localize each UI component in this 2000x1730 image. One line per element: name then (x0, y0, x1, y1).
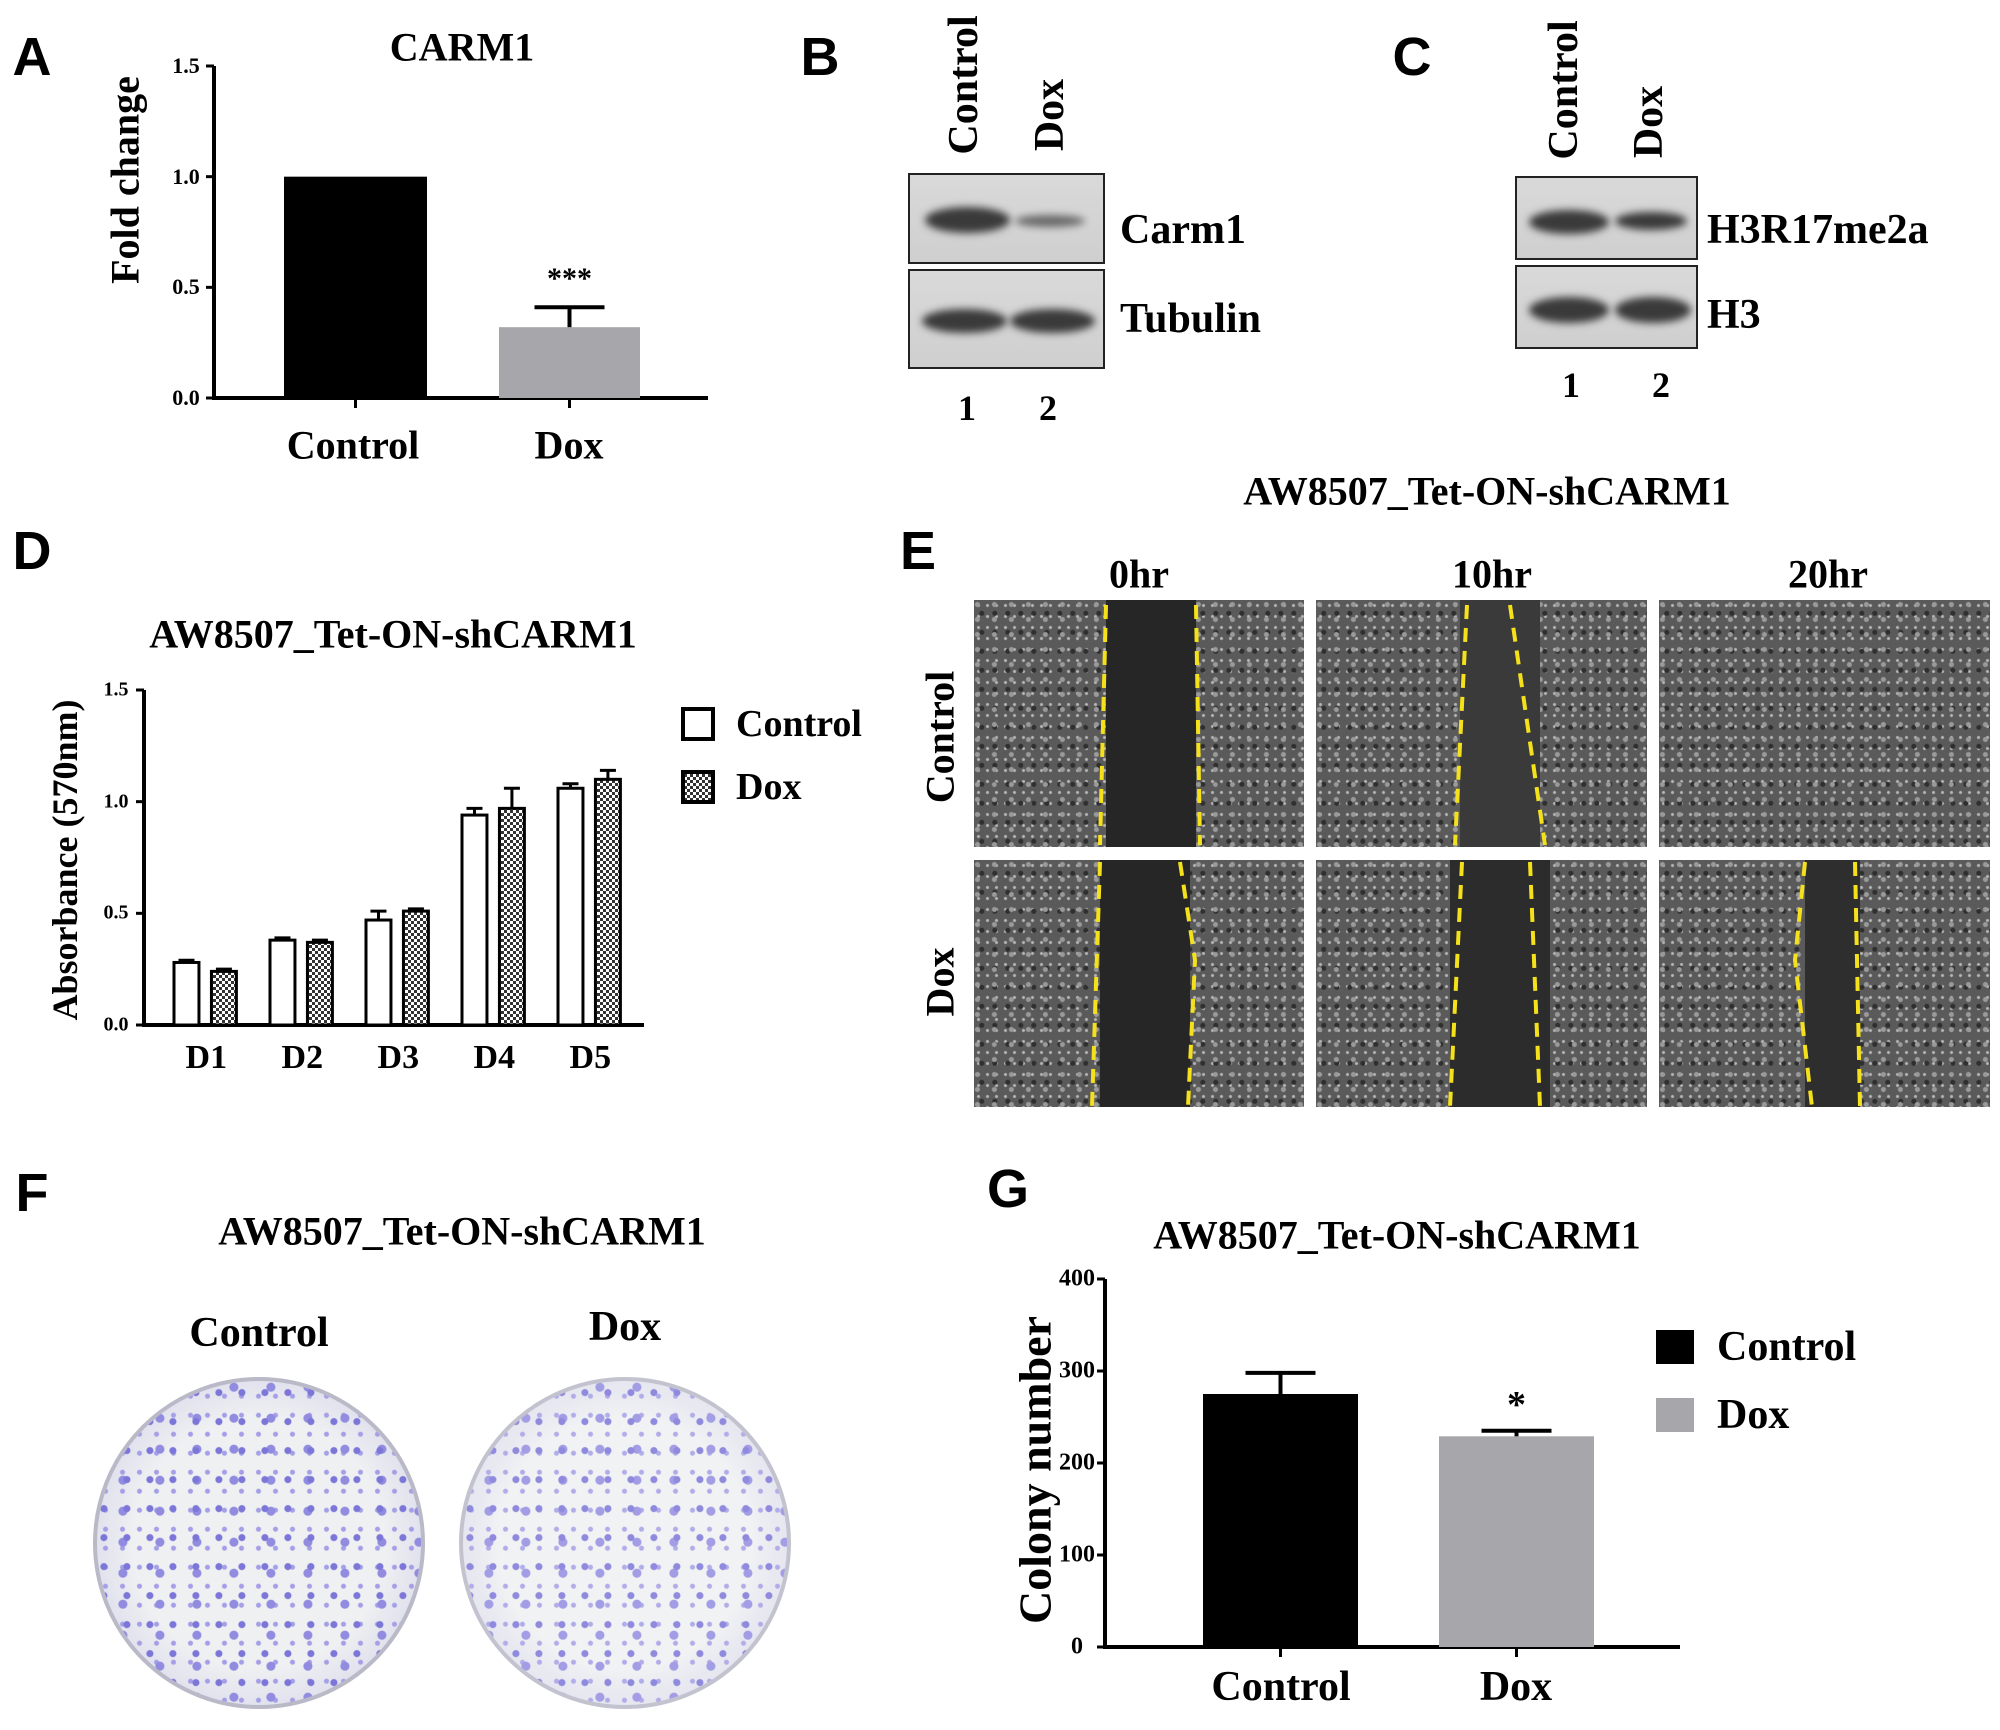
blot-carm1 (908, 173, 1105, 264)
blot-h3r17me2a (1515, 176, 1698, 260)
bar-control (284, 176, 427, 398)
panel-label-c: C (1392, 27, 1432, 87)
wound-edge-line (1098, 604, 1108, 846)
panel-label-e: E (899, 521, 937, 581)
panel-label-f: F (15, 1163, 49, 1223)
y-tick-label: 300 (1059, 1357, 1095, 1384)
y-tick-label: 0.0 (103, 1013, 129, 1036)
panel-label-g: G (986, 1159, 1030, 1219)
bar-control-d4 (460, 813, 489, 1027)
blot-c-row-h3r17me2a: H3R17me2a (1707, 207, 1929, 253)
y-tick-label: 0.0 (172, 385, 200, 410)
y-tick-label: 200 (1059, 1449, 1095, 1476)
bar-control (1203, 1394, 1358, 1647)
chart-title: CARM1 (389, 24, 535, 70)
panel-f-title: AW8507_Tet-ON-shCARM1 (218, 1208, 706, 1254)
y-tick-label: 1.5 (172, 53, 200, 78)
blot-b-row-tubulin: Tubulin (1120, 296, 1261, 342)
panel-label-a: A (12, 27, 52, 87)
legend-swatch-dox (681, 770, 715, 804)
panel-e-column-20hr: 20hr (1788, 551, 1868, 597)
wound-edge-line (1453, 604, 1469, 846)
colony-plate-control (93, 1377, 425, 1709)
blot-b-lane-number: 2 (1039, 388, 1057, 428)
chart-title: AW8507_Tet-ON-shCARM1 (1153, 1212, 1641, 1258)
significance-marker: *** (547, 262, 592, 296)
bar-dox (1439, 1436, 1594, 1647)
legend-label-control: Control (1717, 1324, 1857, 1370)
legend-swatch-dox (1656, 1398, 1694, 1432)
x-tick-label: D1 (185, 1039, 228, 1076)
wound-edge-line (1528, 861, 1542, 1108)
wound-edge-line (1508, 604, 1547, 846)
legend-swatch-control (681, 707, 715, 741)
panel-e-column-0hr: 0hr (1109, 551, 1169, 597)
bar-dox-d2 (305, 940, 334, 1027)
legend-label-dox: Dox (1717, 1392, 1790, 1438)
wound-edge-line (1178, 861, 1198, 1108)
wound-edge-line (1448, 861, 1464, 1108)
y-tick-label: 1.5 (103, 678, 129, 701)
plate-label-control: Control (189, 1310, 329, 1356)
panel-e-column-10hr: 10hr (1452, 551, 1532, 597)
x-tick-label: Dox (534, 422, 604, 468)
panel-label-d: D (12, 521, 52, 581)
blot-b-lane-number: 1 (958, 388, 976, 428)
plate-label-dox: Dox (588, 1304, 662, 1350)
blot-h3 (1515, 265, 1698, 349)
wound-edge-line (1792, 861, 1814, 1108)
chart-title: AW8507_Tet-ON-shCARM1 (149, 611, 637, 657)
y-tick-label: 1.0 (103, 790, 129, 813)
x-tick-label: Dox (1479, 1664, 1553, 1710)
y-tick-label: 400 (1059, 1265, 1095, 1292)
wound-edge-line (1194, 604, 1202, 846)
y-tick-label: 1.0 (172, 163, 200, 189)
x-tick-label: Control (286, 422, 420, 468)
bar-dox-d1 (209, 969, 238, 1027)
legend-label-control: Control (736, 703, 862, 745)
significance-marker: * (1507, 1383, 1526, 1426)
wound-edge-line (1853, 861, 1862, 1108)
blot-c-row-h3: H3 (1707, 292, 1761, 338)
legend-label-dox: Dox (736, 766, 802, 808)
bar-dox-d5 (593, 777, 622, 1027)
y-tick-label: 0.5 (103, 901, 129, 924)
bar-dox-d4 (497, 806, 526, 1027)
bar-dox (499, 327, 640, 398)
wound-edge-line (1090, 861, 1102, 1108)
legend-swatch-control (1656, 1330, 1694, 1364)
panel-e-title: AW8507_Tet-ON-shCARM1 (1243, 468, 1731, 514)
blot-tubulin (908, 269, 1105, 369)
micrograph-control-20hr (1659, 600, 1990, 847)
colony-plate-dox (459, 1377, 791, 1709)
bar-dox-d3 (401, 909, 430, 1027)
y-tick-label: 100 (1059, 1541, 1095, 1568)
x-tick-label: D4 (473, 1039, 516, 1076)
blot-c-lane-number: 1 (1562, 365, 1580, 405)
x-tick-label: D5 (569, 1039, 612, 1076)
y-tick-label: 0 (1071, 1633, 1083, 1660)
y-tick-label: 0.5 (172, 274, 200, 300)
blot-c-lane-number: 2 (1652, 365, 1670, 405)
blot-b-row-carm1: Carm1 (1120, 207, 1246, 253)
x-tick-label: D2 (281, 1039, 324, 1076)
x-tick-label: Control (1211, 1664, 1351, 1710)
x-tick-label: D3 (377, 1039, 420, 1076)
panel-label-b: B (800, 27, 840, 87)
